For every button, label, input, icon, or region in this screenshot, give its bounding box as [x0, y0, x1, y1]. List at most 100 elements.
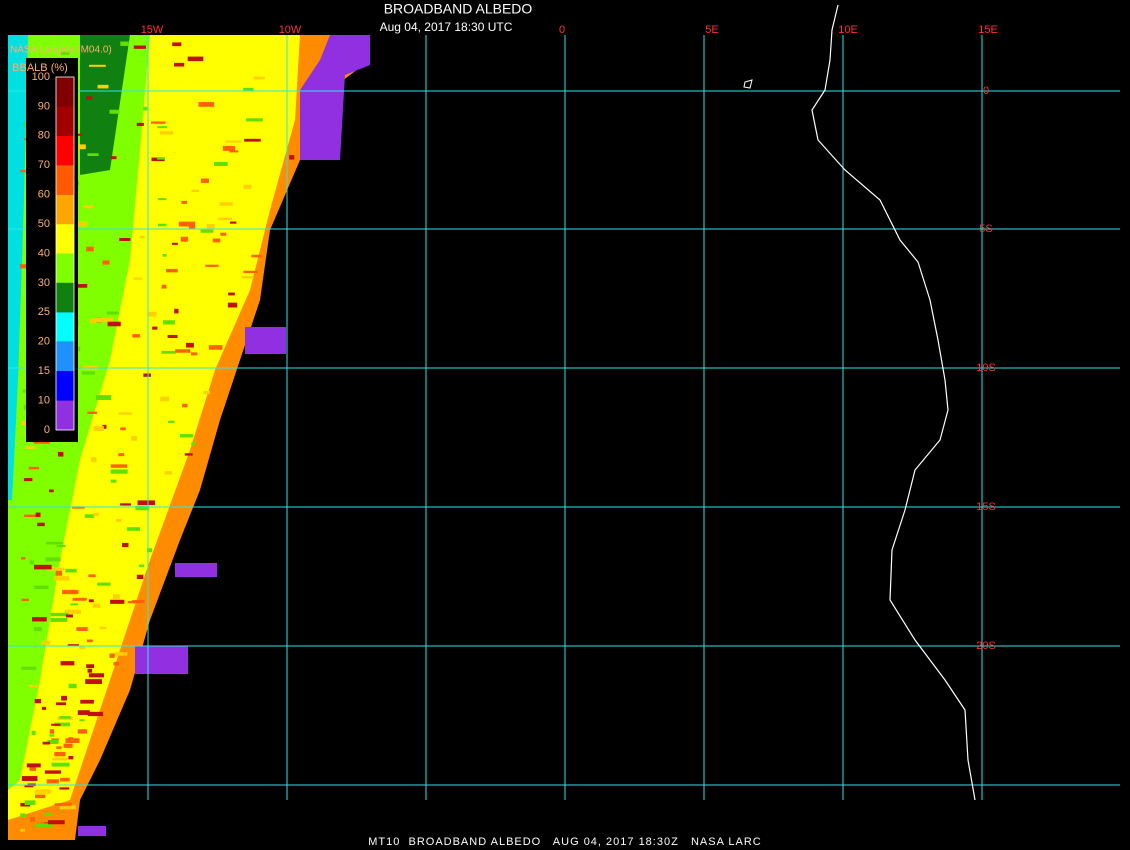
texture: [20, 264, 31, 269]
texture: [49, 729, 55, 734]
texture: [41, 706, 47, 710]
texture: [93, 512, 99, 517]
texture: [30, 817, 35, 822]
texture: [200, 178, 209, 183]
texture: [109, 109, 120, 114]
colorbar-title: BBALB (%): [12, 62, 68, 74]
texture: [191, 442, 196, 446]
texture: [56, 544, 66, 548]
texture: [79, 646, 86, 650]
texture: [74, 133, 83, 136]
footer: MT10 BROADBAND ALBEDO AUG 04, 2017 18:30…: [368, 836, 761, 848]
colorbar-cell: [56, 312, 74, 342]
texture: [164, 471, 173, 475]
texture: [136, 574, 144, 580]
clear-purple: [78, 826, 106, 836]
texture: [60, 777, 70, 782]
texture: [85, 679, 103, 684]
texture: [88, 574, 96, 578]
texture: [97, 84, 109, 89]
texture: [166, 268, 178, 273]
texture: [126, 527, 141, 531]
clear-purple: [245, 327, 286, 354]
texture: [162, 253, 167, 257]
texture: [152, 326, 158, 330]
texture: [79, 719, 85, 722]
lon-label: 15W: [141, 24, 164, 36]
texture: [41, 640, 51, 645]
texture: [200, 229, 214, 233]
texture: [86, 639, 93, 643]
texture: [35, 512, 41, 518]
colorbar-cell: [56, 165, 74, 195]
albedo-field: [8, 35, 370, 840]
colorbar-label: 80: [38, 130, 50, 142]
texture: [112, 594, 120, 600]
texture: [132, 334, 141, 338]
texture: [26, 446, 36, 449]
texture: [159, 131, 174, 135]
texture: [61, 695, 67, 701]
colorbar-cell: [56, 253, 74, 283]
texture: [114, 652, 128, 656]
colorbar-cell: [56, 371, 74, 401]
texture: [59, 805, 76, 810]
texture: [47, 739, 59, 745]
colorbar-cell: [56, 224, 74, 254]
texture: [68, 755, 74, 760]
texture: [229, 221, 237, 224]
colorbar-label: 70: [38, 159, 50, 171]
credit: NASA Langley (M04.0): [10, 45, 112, 56]
texture: [146, 548, 153, 553]
texture: [172, 42, 182, 47]
texture: [86, 96, 93, 100]
texture: [95, 395, 112, 401]
texture: [70, 144, 86, 150]
texture: [60, 51, 70, 56]
texture: [50, 618, 68, 622]
texture: [219, 202, 233, 206]
cloud-cyan: [8, 35, 28, 500]
texture: [49, 734, 55, 737]
texture: [57, 451, 64, 457]
colorbar-cell: [56, 135, 74, 166]
texture: [136, 122, 144, 127]
texture: [97, 582, 111, 586]
texture: [54, 576, 70, 581]
texture: [205, 264, 219, 267]
texture: [137, 500, 156, 506]
title: BROADBAND ALBEDO: [384, 1, 533, 17]
texture: [68, 683, 77, 689]
texture: [34, 698, 42, 704]
texture: [110, 479, 117, 483]
texture: [150, 121, 166, 124]
texture: [163, 320, 176, 325]
texture: [225, 140, 242, 143]
texture: [51, 762, 70, 767]
texture: [21, 556, 26, 560]
texture: [118, 453, 125, 457]
texture: [119, 238, 131, 241]
date: Aug 04, 2017 18:30 UTC: [380, 20, 513, 34]
texture: [55, 702, 67, 706]
texture: [181, 200, 188, 204]
colorbar-cell: [56, 77, 74, 107]
texture: [131, 436, 138, 441]
texture: [180, 236, 188, 242]
colorbar-cell: [56, 194, 74, 225]
texture: [110, 464, 128, 468]
texture: [186, 342, 194, 348]
texture: [241, 276, 254, 279]
texture: [120, 503, 131, 506]
colorbar-label: 40: [38, 247, 50, 259]
texture: [116, 518, 122, 523]
texture: [88, 599, 94, 603]
texture: [24, 785, 34, 788]
lat-label: 10S: [976, 362, 996, 374]
colorbar-label: 30: [38, 277, 50, 289]
texture: [127, 600, 139, 604]
texture: [62, 589, 79, 595]
texture: [21, 776, 38, 781]
texture: [93, 426, 105, 431]
